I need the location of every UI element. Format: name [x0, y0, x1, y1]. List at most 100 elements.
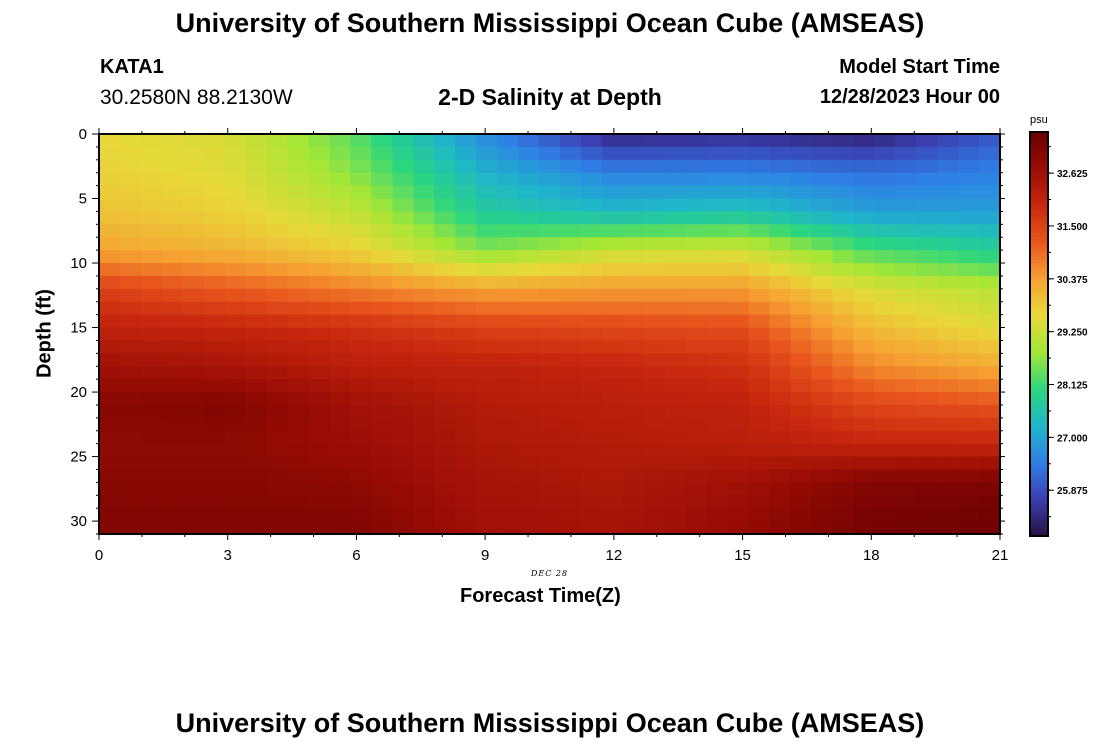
heatmap-cell — [182, 159, 205, 174]
heatmap-cell — [161, 392, 184, 406]
heatmap-cell — [392, 340, 414, 354]
heatmap-cell — [455, 366, 477, 380]
heatmap-cell — [329, 327, 352, 342]
heatmap-cell — [392, 237, 414, 251]
heatmap-cell — [916, 237, 938, 251]
heatmap-cell — [811, 224, 833, 238]
heatmap-cell — [350, 353, 372, 367]
heatmap-cell — [203, 417, 226, 432]
heatmap-cell — [790, 134, 813, 148]
heatmap-cell — [99, 250, 121, 264]
heatmap-cell — [706, 327, 729, 342]
heatmap-cell — [266, 250, 289, 264]
heatmap-cell — [664, 521, 687, 535]
y-tick-label: 5 — [79, 191, 87, 208]
colorbar-swatch — [1030, 418, 1048, 423]
heatmap-cell — [308, 404, 331, 419]
heatmap-cell — [622, 482, 645, 496]
heatmap-cell — [308, 172, 331, 187]
heatmap-cell — [601, 211, 624, 225]
colorbar-swatch — [1030, 283, 1048, 288]
heatmap-cell — [748, 224, 771, 238]
heatmap-cell — [203, 211, 226, 225]
heatmap-cell — [119, 198, 142, 213]
heatmap-cell — [832, 237, 854, 251]
heatmap-cell — [580, 250, 603, 264]
heatmap-cell — [518, 288, 540, 303]
heatmap-cell — [224, 430, 247, 445]
heatmap-cell — [455, 456, 477, 471]
y-tick-label: 25 — [70, 449, 87, 466]
heatmap-cell — [350, 211, 372, 225]
heatmap-cell — [874, 288, 896, 303]
heatmap-cell — [245, 508, 268, 522]
heatmap-cell — [539, 237, 561, 251]
heatmap-cell — [161, 521, 184, 535]
colorbar-swatch — [1030, 212, 1048, 217]
heatmap-cell — [518, 250, 540, 264]
heatmap-cell — [622, 211, 645, 225]
heatmap-cell — [99, 404, 121, 419]
heatmap-cell — [748, 159, 771, 174]
heatmap-cell — [727, 134, 750, 148]
heatmap-cell — [224, 288, 247, 303]
heatmap-cell — [727, 456, 750, 471]
heatmap-cell — [937, 340, 959, 354]
heatmap-cell — [350, 159, 372, 174]
heatmap-cell — [874, 250, 896, 264]
heatmap-cell — [140, 211, 163, 225]
heatmap-cell — [203, 250, 226, 264]
heatmap-cell — [392, 379, 414, 393]
heatmap-cell — [811, 430, 833, 445]
heatmap-cell — [601, 495, 624, 509]
heatmap-cell — [497, 275, 519, 290]
heatmap-cell — [748, 404, 771, 419]
heatmap-cell — [266, 379, 289, 393]
heatmap-cell — [685, 366, 708, 380]
heatmap-cell — [580, 366, 603, 380]
heatmap-cell — [119, 250, 142, 264]
heatmap-cell — [748, 288, 771, 303]
heatmap-cell — [497, 224, 519, 238]
colorbar-swatch — [1030, 347, 1048, 352]
heatmap-cell — [559, 146, 582, 161]
heatmap-cell — [706, 508, 729, 522]
heatmap-cell — [329, 417, 352, 432]
heatmap-cell — [706, 250, 729, 264]
heatmap-cell — [455, 353, 477, 367]
colorbar-swatch — [1030, 145, 1048, 150]
colorbar-swatch — [1030, 532, 1048, 537]
y-tick-label: 30 — [70, 513, 87, 530]
heatmap-cell — [937, 404, 959, 419]
heatmap-cell — [413, 327, 435, 342]
heatmap-cell — [182, 469, 205, 483]
heatmap-cell — [979, 340, 1001, 354]
heatmap-cell — [245, 288, 268, 303]
heatmap-cell — [161, 185, 184, 200]
heatmap-cell — [140, 353, 163, 367]
heatmap-cell — [308, 263, 331, 277]
heatmap-cell — [308, 159, 331, 174]
heatmap-cell — [455, 379, 477, 393]
heatmap-cell — [853, 198, 875, 213]
colorbar-swatch — [1030, 350, 1048, 355]
heatmap-cell — [161, 224, 184, 238]
colorbar-swatch — [1030, 165, 1048, 170]
heatmap-cell — [245, 340, 268, 354]
heatmap-cell — [685, 482, 708, 496]
colorbar-swatch — [1030, 505, 1048, 510]
heatmap-cell — [182, 275, 205, 290]
colorbar-unit: psu — [1030, 114, 1048, 126]
colorbar-swatch — [1030, 468, 1048, 473]
heatmap-cell — [979, 250, 1001, 264]
heatmap-cell — [832, 263, 854, 277]
heatmap-cell — [413, 379, 435, 393]
heatmap-cell — [874, 263, 896, 277]
heatmap-cell — [476, 237, 498, 251]
colorbar-swatch — [1030, 441, 1048, 446]
heatmap-cell — [874, 353, 896, 367]
heatmap-cell — [874, 198, 896, 213]
heatmap-cell — [895, 237, 917, 251]
heatmap-cell — [601, 430, 624, 445]
heatmap-cell — [161, 379, 184, 393]
